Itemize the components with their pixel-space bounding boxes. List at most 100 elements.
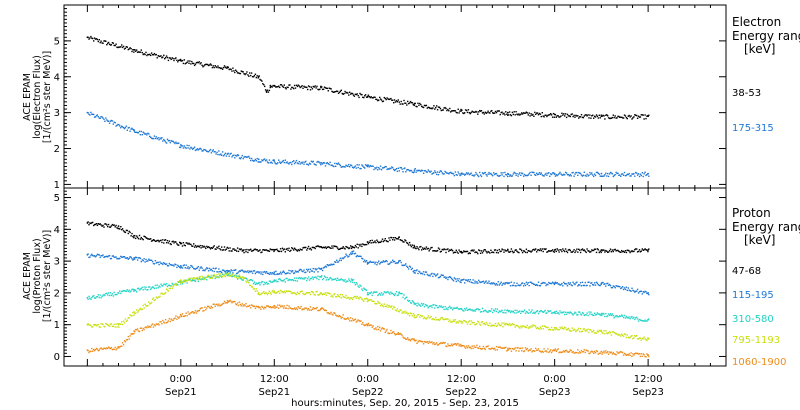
proton-data-point <box>396 308 399 310</box>
electron-data-point <box>189 148 191 150</box>
electron-data-point <box>136 132 139 134</box>
electron-data-point <box>587 114 589 116</box>
x-tick-time-label: 12:00 <box>260 374 289 385</box>
proton-data-point <box>93 295 95 297</box>
proton-data-point <box>121 229 123 231</box>
electron-data-point <box>288 163 290 165</box>
electron-data-point <box>385 98 387 101</box>
proton-data-point <box>155 240 157 242</box>
proton-data-point <box>172 319 174 322</box>
proton-data-point <box>508 251 511 253</box>
proton-data-point <box>89 297 91 299</box>
electron-data-point <box>577 174 579 176</box>
proton-data-point <box>155 296 157 298</box>
proton-data-point <box>98 296 100 299</box>
proton-data-point <box>359 284 361 286</box>
electron-data-point <box>591 115 593 117</box>
electron-data-point <box>89 37 91 39</box>
proton-data-point <box>463 319 465 322</box>
electron-data-point <box>507 114 510 116</box>
proton-data-point <box>473 345 475 347</box>
proton-data-point <box>158 296 160 298</box>
proton-data-point <box>214 277 216 280</box>
proton-data-point <box>594 284 597 286</box>
proton-data-point <box>154 240 157 242</box>
proton-data-point <box>511 347 514 350</box>
proton-data-point <box>430 305 432 307</box>
proton-data-point <box>335 261 337 263</box>
proton-data-layer <box>86 221 650 358</box>
proton-data-point <box>406 338 408 340</box>
proton-data-point <box>596 282 599 284</box>
proton-data-point <box>366 294 369 296</box>
electron-data-point <box>552 172 555 174</box>
proton-data-point <box>194 279 197 281</box>
proton-data-point <box>419 304 421 306</box>
electron-data-point <box>482 173 485 175</box>
proton-data-point <box>539 326 542 328</box>
proton-data-point <box>302 277 304 279</box>
proton-data-point <box>260 273 262 275</box>
electron-data-point <box>584 114 586 116</box>
electron-data-point <box>150 136 152 138</box>
proton-data-point <box>385 330 387 332</box>
proton-data-point <box>401 239 403 242</box>
proton-data-point <box>587 281 589 283</box>
electron-data-point <box>402 103 404 105</box>
electron-data-point <box>555 174 557 176</box>
proton-data-point <box>551 249 554 251</box>
electron-data-point <box>552 112 555 115</box>
proton-data-point <box>475 346 477 348</box>
proton-data-point <box>542 351 544 353</box>
proton-data-point <box>598 352 600 355</box>
electron-data-point <box>204 149 206 151</box>
proton-data-point <box>426 305 428 307</box>
electron-data-point <box>609 171 612 174</box>
proton-data-point <box>90 324 92 327</box>
proton-data-point <box>557 348 559 350</box>
proton-data-point <box>318 267 320 269</box>
proton-data-point <box>532 312 534 314</box>
proton-data-point <box>605 350 607 352</box>
proton-data-point <box>568 329 571 331</box>
proton-data-point <box>221 249 224 251</box>
proton-data-point <box>542 328 544 330</box>
electron-data-point <box>486 111 488 114</box>
electron-data-point <box>179 146 181 148</box>
proton-data-point <box>210 305 213 308</box>
proton-data-point <box>238 276 241 278</box>
electron-data-point <box>229 68 231 70</box>
proton-data-point <box>406 242 408 244</box>
proton-data-point <box>218 268 220 270</box>
proton-data-point <box>115 293 117 296</box>
electron-data-point <box>597 117 599 119</box>
electron-data-point <box>298 85 300 87</box>
proton-data-point <box>108 347 111 349</box>
electron-data-point <box>360 93 362 96</box>
proton-data-point <box>212 274 214 277</box>
proton-data-point <box>169 243 171 245</box>
proton-data-point <box>277 250 279 252</box>
electron-data-point <box>189 60 191 62</box>
proton-data-point <box>542 250 544 253</box>
proton-data-point <box>527 282 529 284</box>
proton-data-point <box>150 259 153 261</box>
proton-data-point <box>184 315 186 317</box>
proton-data-point <box>440 250 442 253</box>
proton-data-point <box>602 249 604 251</box>
proton-data-point <box>392 331 394 333</box>
electron-data-point <box>179 58 182 61</box>
electron-data-point <box>526 112 528 114</box>
proton-data-point <box>260 293 262 295</box>
proton-data-point <box>475 251 477 253</box>
electron-data-point <box>500 172 502 174</box>
proton-series-point <box>86 323 89 326</box>
proton-data-point <box>645 338 647 341</box>
proton-data-point <box>365 289 368 291</box>
electron-data-point <box>207 64 210 67</box>
proton-data-point <box>378 241 380 244</box>
electron-data-point <box>116 124 118 127</box>
proton-data-point <box>233 269 235 272</box>
proton-data-point <box>609 352 612 354</box>
proton-data-point <box>158 285 160 287</box>
